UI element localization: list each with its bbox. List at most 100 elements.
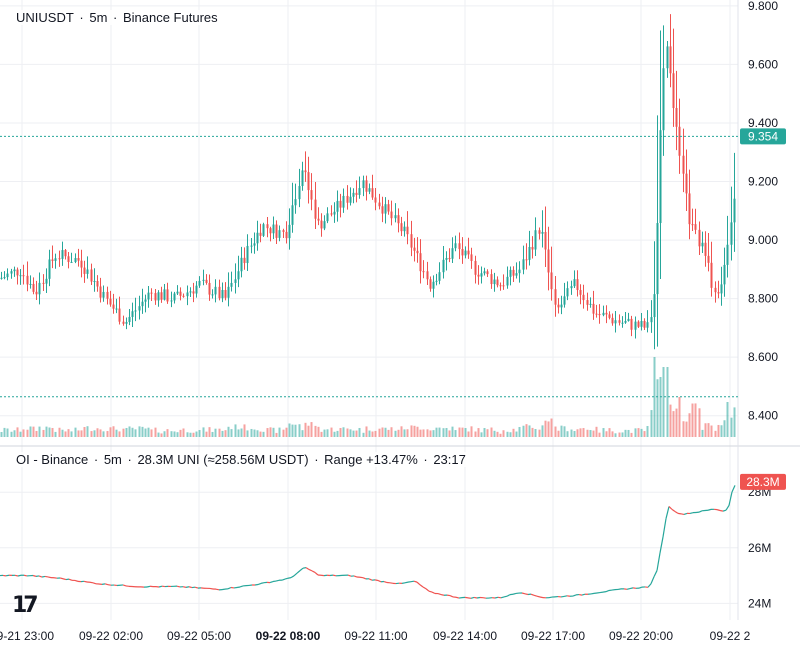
oi-segment: [476, 596, 481, 599]
oi-legend[interactable]: OI - Binance · 5m · 28.3M UNI (≈258.56M …: [14, 452, 468, 467]
volume-bar: [432, 430, 435, 437]
candle-body: [246, 245, 249, 264]
candle-body: [346, 195, 349, 203]
candle-body: [643, 320, 646, 328]
tradingview-logo-icon[interactable]: 17: [12, 593, 39, 618]
volume-bar: [653, 357, 656, 437]
candle-body: [118, 308, 121, 322]
candle-body: [51, 259, 54, 261]
candle-body: [394, 215, 397, 219]
volume-bar: [573, 431, 576, 437]
volume-bar: [234, 424, 237, 437]
oi-segment: [101, 583, 106, 585]
volume-bar: [83, 427, 86, 437]
volume-bar: [240, 428, 243, 437]
candle-body: [99, 286, 102, 298]
candle-body: [528, 246, 531, 260]
candle-body: [637, 321, 640, 327]
candle-body: [138, 306, 141, 311]
oi-segment: [389, 582, 394, 584]
volume-bar: [282, 429, 285, 437]
volume-bar: [730, 417, 733, 437]
candle-body: [115, 308, 118, 310]
oi-segment: [668, 506, 673, 510]
candle-body: [38, 282, 41, 295]
volume-bar: [672, 411, 675, 437]
price-legend[interactable]: UNIUSDT · 5m · Binance Futures: [14, 10, 220, 25]
volume-bar: [541, 425, 544, 437]
price-tick-label: 9.600: [748, 57, 778, 71]
volume-bar: [490, 427, 493, 437]
oi-segment: [362, 577, 367, 580]
volume-bar: [602, 428, 605, 437]
volume-bar: [438, 427, 441, 437]
candle-body: [42, 282, 45, 284]
candle-body: [374, 197, 377, 203]
volume-bar: [67, 429, 70, 437]
last-price-badge: 9.354: [748, 129, 778, 143]
oi-segment: [602, 591, 607, 593]
candle-body: [10, 271, 13, 274]
volume-bar: [502, 430, 505, 437]
volume-bar: [35, 430, 38, 437]
candle-body: [483, 271, 486, 274]
volume-bar: [550, 418, 553, 437]
candle-body: [192, 291, 195, 294]
candle-body: [198, 280, 201, 286]
volume-bar: [141, 426, 144, 437]
price-tick-label: 9.400: [748, 116, 778, 130]
volume-bar: [333, 431, 336, 437]
axes[interactable]: 9.800 9.600 9.400 9.200 9.000 8.800 8.600 8.400…: [0, 0, 786, 643]
volume-bar: [147, 427, 150, 437]
volume-bar: [400, 426, 403, 437]
candle-body: [304, 170, 307, 173]
candle-body: [630, 318, 633, 330]
volume-bar: [509, 432, 512, 437]
candle-body: [454, 243, 457, 249]
oi-segment: [647, 583, 652, 588]
volume-bar: [317, 426, 320, 437]
volume-bar: [445, 428, 448, 437]
volume-bar: [547, 421, 550, 437]
volume-bar: [534, 429, 537, 437]
oi-segment: [293, 572, 298, 577]
volume-bar: [480, 432, 483, 437]
candle-body: [515, 273, 518, 276]
grid: [0, 0, 800, 620]
oi-segment: [269, 580, 274, 584]
volume-bar: [134, 429, 137, 437]
candle-body: [381, 206, 384, 214]
oi-tick-label: 24M: [748, 596, 771, 610]
volume-bar: [426, 429, 429, 437]
time-tick-label: 09-22 14:00: [433, 629, 497, 643]
oi-segment: [332, 574, 337, 577]
volume-bar: [698, 408, 701, 437]
volume-bar: [294, 424, 297, 437]
oi-last-badge: 28.3M: [746, 475, 779, 489]
volume-bar: [32, 426, 35, 437]
candle-body: [675, 108, 678, 127]
volume-bar: [515, 431, 518, 437]
candle-body: [272, 224, 275, 234]
candle-body: [371, 188, 374, 198]
candle-body: [659, 130, 662, 224]
candle-body: [730, 222, 733, 245]
volume-bar: [470, 426, 473, 437]
volume-bar: [531, 427, 534, 437]
candle-body: [154, 293, 157, 301]
volume-bar: [237, 429, 240, 437]
oi-segment: [503, 595, 508, 598]
volume-bar: [195, 431, 198, 437]
price-tick-label: 9.200: [748, 175, 778, 189]
volume-bar: [218, 428, 221, 437]
oi-segment: [302, 567, 307, 569]
oi-segment: [299, 567, 304, 572]
candle-body: [624, 320, 627, 323]
oi-segment: [353, 575, 358, 578]
oi-segment: [308, 568, 313, 572]
volume-bar: [522, 425, 525, 437]
volume-bar: [221, 430, 224, 437]
volume-bar: [624, 429, 627, 437]
candle-body: [22, 275, 25, 277]
